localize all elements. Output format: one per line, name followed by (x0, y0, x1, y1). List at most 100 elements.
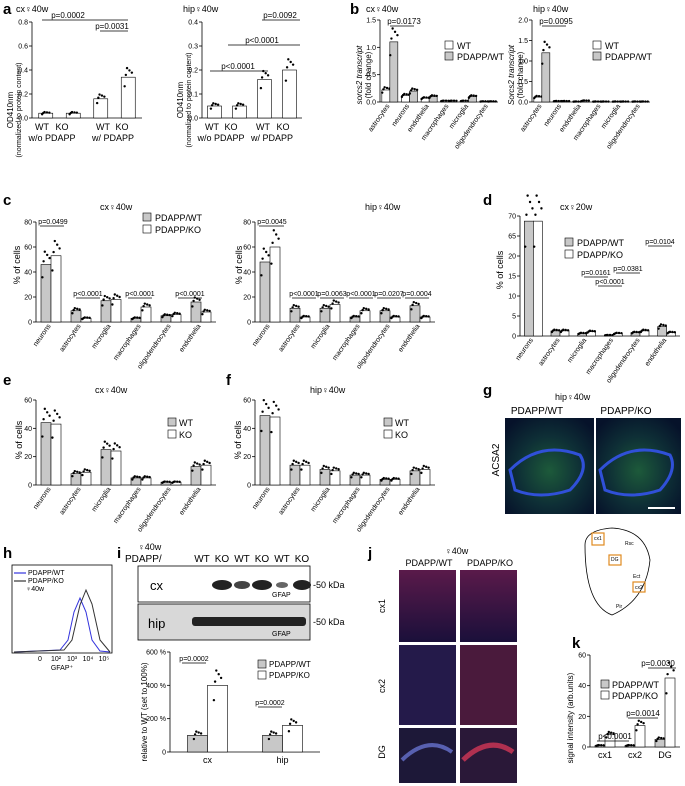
panel-c: cx♀40w hip♀40w % of cells % of cells 0 20… (12, 202, 435, 371)
e-point-5-1 (202, 462, 205, 466)
c-cx-point-3-0 (132, 316, 135, 320)
panel-i: ♀40w PDAPP/ WT KO WT KO WT KO cx GFAP -5… (125, 542, 345, 765)
d-xlabel-3: macrophages (585, 337, 615, 376)
f-bar-5-1 (419, 469, 431, 486)
c-cx-bar-0-0 (40, 264, 52, 323)
a-hip-bar-0-0 (207, 105, 222, 119)
i-point-1-0 (267, 737, 271, 741)
b-hip-legend-swatch-wt (592, 40, 602, 50)
f-bar-1-1 (299, 464, 311, 486)
h-tick-1: 10² (51, 656, 62, 663)
a-cx-point-2-0 (103, 95, 106, 98)
i-legend-wt: PDAPP/WT (269, 660, 311, 669)
c-hip-p5: p=0.0207 (374, 291, 403, 298)
e-point-1-0 (76, 470, 79, 473)
e-xlabel-3: macrophages (113, 486, 143, 525)
c-cx-bar-2-1 (110, 299, 122, 323)
b-hip-point-5-1 (640, 100, 643, 103)
f-point-2-0 (321, 467, 324, 470)
h-tick-2: 10³ (67, 656, 78, 663)
d-point-1-0 (555, 328, 558, 332)
a-cx-point-0-0 (45, 111, 49, 114)
c-hip-xlabel-3: macrophages (332, 323, 362, 362)
b-cx-point-5-0 (480, 100, 483, 103)
c-cx-point-0-0 (42, 260, 45, 263)
c-cx-point-5-1 (206, 309, 209, 312)
b-cx-legend-pdapp: PDAPP/WT (457, 52, 505, 62)
h-tick-3: 10⁴ (83, 656, 94, 663)
f-point-4-0 (387, 477, 390, 480)
f-bar-2-1 (329, 470, 341, 486)
b-cx-ylabel: sorcs2 transcript (355, 45, 364, 104)
e-xlabel-1: astrocytes (59, 486, 83, 517)
d-bar-1-1 (559, 330, 570, 337)
a-hip-title: hip♀40w (183, 4, 219, 14)
f-legend-swatch-wt (383, 417, 393, 427)
i-point-0-0 (195, 730, 198, 733)
a-hip-point-1-0 (241, 103, 245, 106)
k-point-0-1 (612, 732, 615, 735)
i-point-1-0 (272, 731, 275, 734)
b-hip-point-2-1 (587, 99, 590, 102)
c-hip-bar-1-1 (299, 316, 311, 323)
c-hip-point-1-0 (295, 304, 298, 308)
c-cx-point-3-1 (148, 304, 151, 307)
d-point-5-0 (657, 327, 660, 330)
a-hip-point-2-0 (259, 86, 263, 90)
d-legend-ko: PDAPP/KO (577, 250, 623, 260)
c-cx-point-4-1 (176, 312, 179, 315)
d-legend-swatch-ko (564, 249, 574, 259)
f-point-4-0 (385, 477, 388, 480)
b-cx-point-2-0 (425, 96, 428, 99)
e-point-2-1 (112, 447, 115, 451)
d-point-3-0 (608, 333, 612, 337)
d-ytick-label: 20 (508, 254, 516, 261)
k-point-1-1 (635, 729, 638, 732)
f-point-5-0 (411, 468, 414, 472)
i-chart: 0 200 % 400 % 600 % cx hip (146, 650, 320, 765)
c-cx-point-2-0 (108, 297, 111, 300)
a-hip-ytick-label: 0.2 (188, 68, 198, 75)
c-cx-point-5-0 (198, 298, 201, 301)
f-point-3-1 (361, 473, 364, 476)
b-hip-point-4-1 (624, 100, 627, 103)
h-legend-ko: PDAPP/KO (28, 578, 64, 585)
c-cx-point-2-0 (106, 296, 109, 299)
a-cx-wt2: WT (96, 122, 110, 132)
i-xlabel-1: hip (276, 755, 288, 765)
c-cx-point-3-1 (146, 303, 149, 306)
d-legend-swatch-wt (564, 237, 574, 247)
c-hip-point-0-1 (272, 229, 275, 232)
b-hip-ytick-label: 1.0 (518, 59, 528, 66)
b-cx-ytick-label: 1.0 (366, 45, 376, 52)
b-cx-point-3-1 (452, 99, 456, 102)
k-point-2-1 (665, 692, 668, 695)
c-cx-point-2-1 (112, 297, 115, 300)
c-hip-point-3-1 (365, 307, 368, 311)
d-bar-0-0 (524, 220, 534, 337)
f-point-0-1 (272, 400, 275, 404)
a-hip-point-0-0 (210, 104, 214, 107)
d-point-5-1 (667, 331, 670, 334)
k-point-2-1 (672, 669, 675, 672)
f-point-5-1 (425, 465, 428, 469)
b-cx-point-0-1 (391, 27, 394, 30)
c-hip-ytick-label: 20 (243, 295, 251, 302)
f-ytick-label: 60 (243, 398, 251, 405)
d-point-4-1 (644, 328, 647, 332)
e-point-4-0 (168, 480, 171, 484)
e-point-4-0 (162, 480, 165, 484)
c-cx-xlabel-5: endothelia (178, 323, 202, 354)
f-point-5-1 (422, 464, 425, 468)
k-ytick-label: 60 (578, 653, 586, 660)
d-point-3-0 (605, 333, 608, 337)
j-atlas-dg: DG (611, 557, 619, 563)
c-hip-xlabel-0: neurons (251, 323, 272, 348)
k-point-2-0 (655, 739, 658, 743)
c-hip-ytick-label: 40 (243, 270, 251, 277)
c-hip-ytick-label: 80 (243, 220, 251, 227)
i-ytick-label: 400 % (146, 683, 166, 690)
a-cx-point-3-0 (123, 85, 126, 88)
b-cx-ytick-label: 0.5 (366, 72, 376, 79)
d-chart: 0 5 10 15 20 65 70 neurons astrocytes microgliama… (508, 194, 680, 385)
